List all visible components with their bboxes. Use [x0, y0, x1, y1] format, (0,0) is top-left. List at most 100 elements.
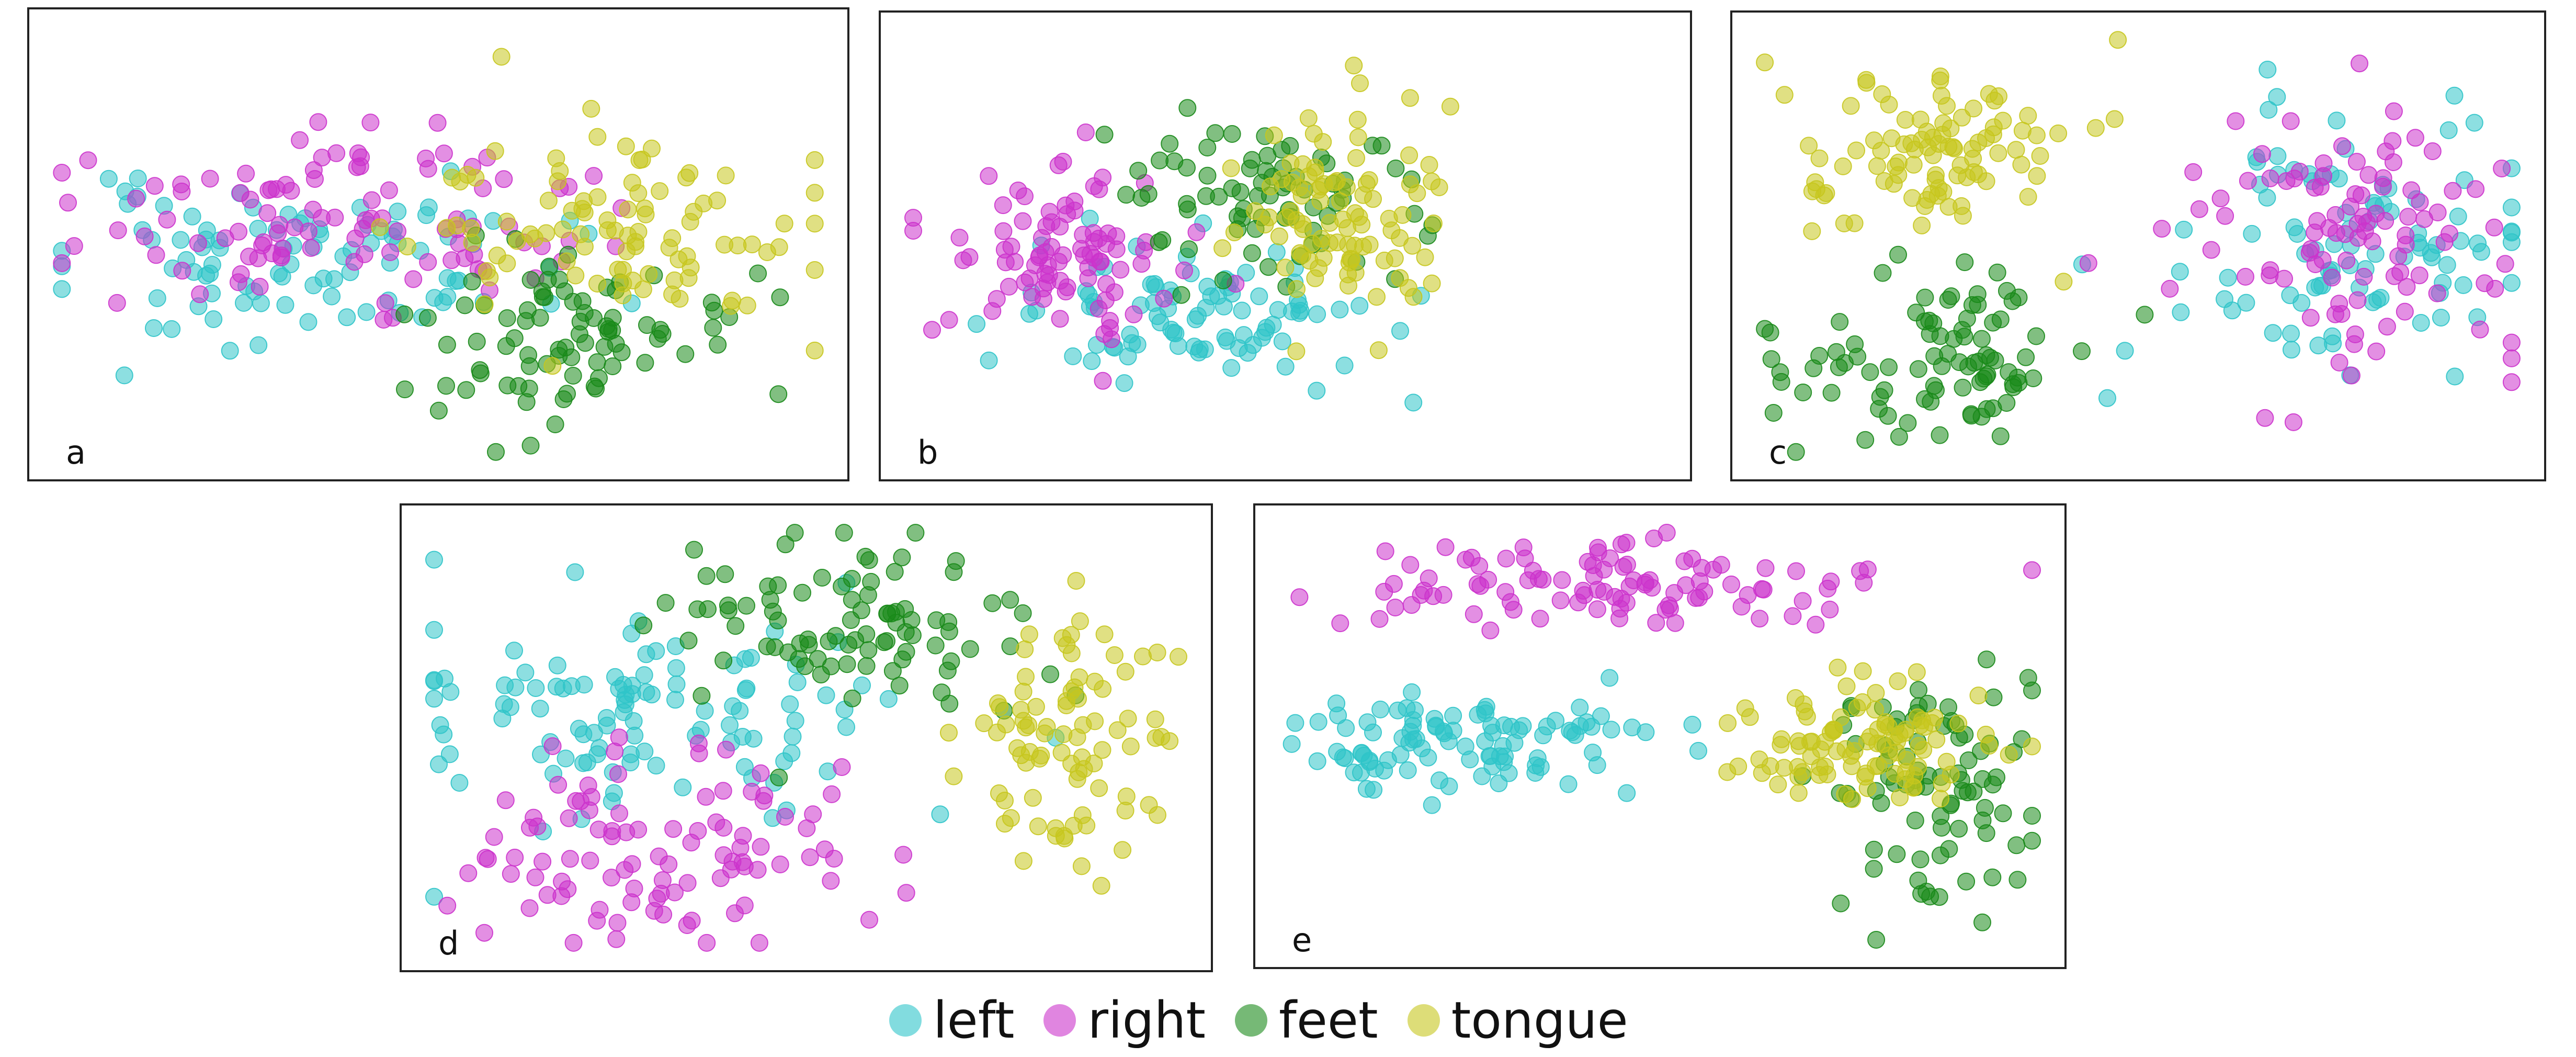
point-right [588, 912, 606, 930]
point-right [1030, 248, 1048, 266]
point-tongue [1380, 209, 1398, 228]
point-left [314, 269, 333, 288]
point-right [822, 872, 840, 890]
point-left [53, 280, 71, 298]
point-feet [396, 380, 414, 399]
point-left [496, 676, 514, 694]
point-left [1365, 781, 1383, 799]
point-right [940, 311, 958, 329]
point-left [2449, 207, 2467, 226]
point-right [173, 183, 191, 200]
point-left [1202, 287, 1220, 306]
point-right [1666, 614, 1684, 632]
point-tongue [2019, 107, 2037, 125]
point-feet [1041, 665, 1059, 683]
point-feet [1959, 751, 1978, 769]
point-right [623, 855, 641, 873]
point-tongue [1114, 841, 1132, 859]
scatter-panel-a: a [27, 7, 849, 481]
point-tongue [1386, 249, 1404, 267]
point-left [1352, 744, 1370, 762]
series-right [1290, 524, 2041, 639]
point-tongue [614, 286, 632, 305]
point-right [201, 170, 219, 188]
point-right [609, 765, 627, 783]
point-right [2277, 172, 2296, 190]
point-right [2211, 189, 2230, 208]
point-tongue [975, 714, 993, 733]
point-right [2161, 279, 2179, 298]
point-tongue [1789, 768, 1808, 786]
point-feet [1965, 782, 1983, 801]
point-right [1589, 543, 1607, 561]
point-right [678, 916, 696, 934]
point-right [2502, 349, 2521, 367]
point-feet [2000, 363, 2018, 381]
point-tongue [1904, 779, 1923, 797]
point-left [145, 319, 163, 337]
point-left [590, 739, 608, 757]
point-tongue [1865, 131, 1883, 150]
point-right [1641, 571, 1659, 589]
point-feet [463, 273, 481, 291]
point-left [1406, 701, 1424, 719]
point-tongue [606, 221, 624, 240]
point-left [516, 664, 535, 682]
point-right [564, 934, 583, 952]
point-left [1547, 712, 1565, 730]
point-right [2348, 291, 2367, 309]
point-right [1690, 589, 1708, 607]
point-left [1083, 352, 1101, 370]
point-left [1559, 775, 1578, 793]
legend-label-right: right [1087, 991, 1206, 1050]
point-right [2337, 251, 2356, 269]
point-right [1076, 123, 1095, 141]
point-right [1504, 601, 1523, 619]
point-feet [859, 586, 877, 604]
point-left [1222, 359, 1241, 377]
point-tongue [1416, 248, 1434, 266]
point-left [115, 366, 133, 385]
point-left [1601, 669, 1619, 687]
point-feet [1916, 288, 1934, 307]
point-left [1602, 721, 1620, 739]
point-feet [471, 361, 489, 379]
point-left [1637, 723, 1655, 741]
point-right [752, 764, 770, 782]
point-tongue [1928, 187, 1947, 205]
point-left [2171, 263, 2189, 281]
point-feet [498, 309, 516, 327]
point-tongue [805, 151, 824, 169]
point-right [237, 164, 255, 183]
series-right [904, 123, 1245, 390]
point-right [1497, 549, 1515, 568]
point-left [129, 170, 147, 187]
point-left [1308, 381, 1326, 400]
point-feet [1861, 363, 1879, 381]
point-tongue [1068, 770, 1086, 788]
point-left [505, 642, 523, 660]
point-right [2342, 366, 2361, 385]
point-right [1434, 586, 1452, 604]
point-tongue [1343, 250, 1361, 268]
point-feet [1899, 414, 1917, 432]
point-right [1647, 614, 1665, 632]
point-right [823, 785, 841, 803]
point-left [1469, 705, 1487, 724]
point-left [625, 712, 643, 730]
point-right [2376, 212, 2395, 230]
point-right [189, 234, 207, 252]
point-left [1399, 761, 1417, 779]
point-right [272, 249, 290, 266]
point-feet [1977, 824, 1995, 842]
legend-marker-feet [1235, 1004, 1268, 1037]
point-tongue [1287, 211, 1306, 229]
point-tongue [1265, 126, 1283, 144]
point-feet [1984, 688, 2003, 706]
point-right [2323, 268, 2341, 287]
point-left [1337, 719, 1355, 737]
point-left [440, 745, 459, 763]
point-left [1283, 735, 1301, 753]
point-right [528, 817, 547, 836]
series-tongue [1213, 57, 1459, 361]
